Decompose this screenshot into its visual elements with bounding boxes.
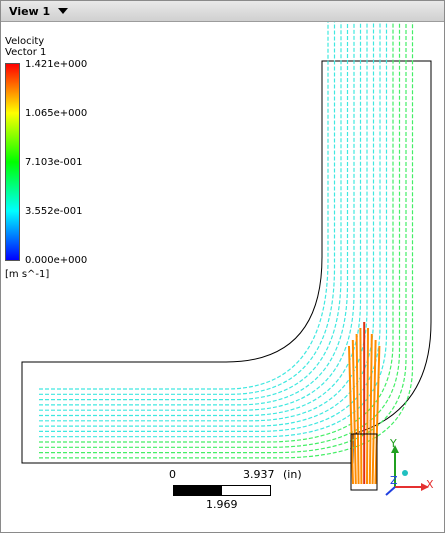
streamline [39,22,368,422]
jet-vector [374,345,381,485]
x-axis-arrow [421,483,429,491]
streamline [39,22,336,395]
view-title: View 1 [9,4,51,18]
scale-mid-label: 1.969 [206,498,238,511]
legend-title: Velocity [5,36,45,47]
triad-origin-dot [402,470,408,476]
legend-tick-max: 1.421e+000 [25,59,88,70]
jet-inlet-outline [350,433,378,491]
streamline [39,22,329,390]
flow-vector-plot [21,22,432,491]
jet-vector [359,327,363,485]
view-titlebar: View 1 [1,1,444,22]
legend-tick-min: 0.000e+000 [25,255,88,266]
scale-zero-label: 0 [169,468,176,481]
legend-color-bar [5,63,20,261]
graphics-viewport[interactable]: Velocity Vector 1 1.421e+000 1.065e+000 … [1,22,444,532]
jet-vector [366,327,369,485]
scale-max-label: 3.937 [243,468,275,481]
streamline [39,22,381,432]
scale-unit-label: (in) [283,468,302,481]
jet-vector [371,339,377,485]
axis-triad [385,445,429,496]
streamline [39,22,355,411]
streamline [39,22,362,417]
legend-tick-3: 7.103e-001 [25,157,83,168]
legend-tick-4: 3.552e-001 [25,206,83,217]
axis-z-label: Z [390,474,398,487]
axis-y-label: Y [390,437,397,450]
legend-tick-2: 1.065e+000 [25,108,88,119]
jet-vector [355,333,360,485]
pipe-outline [21,60,432,464]
jet-vector [368,333,373,485]
streamline [39,22,401,448]
z-axis-line [385,486,396,496]
view-dropdown-icon[interactable] [58,8,69,14]
jet-vector [351,339,357,485]
streamline [39,22,349,406]
axis-x-label: X [426,478,434,491]
jet-vector [348,345,354,485]
legend-units: [m s^-1] [5,269,50,280]
streamline [39,22,375,427]
scale-bar [173,485,271,496]
legend-subtitle: Vector 1 [5,47,47,58]
y-axis-arrow [391,445,399,453]
streamline [39,22,394,443]
jet-inlet-vectors [348,322,381,491]
streamline [39,22,342,401]
streamline [39,22,414,459]
